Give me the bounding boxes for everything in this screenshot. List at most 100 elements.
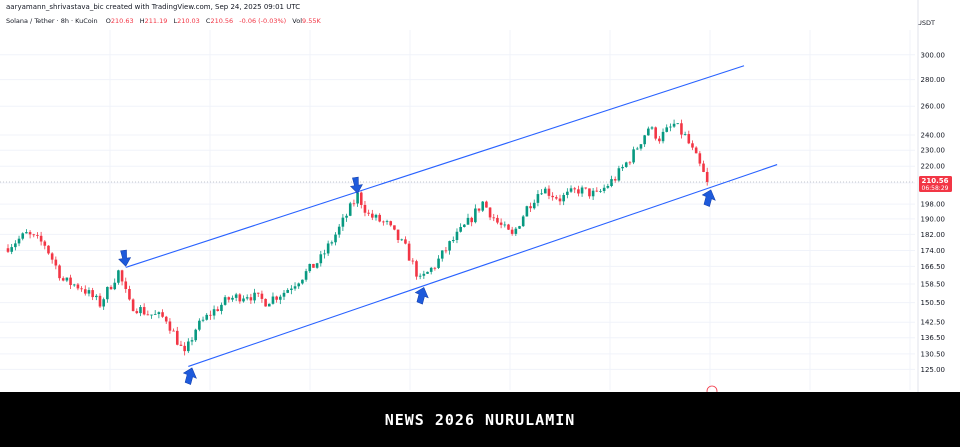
candle-body xyxy=(190,340,194,342)
candle-body xyxy=(599,190,602,192)
candle-body xyxy=(602,187,606,191)
candle-body xyxy=(253,292,256,301)
candle-body xyxy=(312,263,315,268)
candle-body xyxy=(36,235,39,236)
candle-body xyxy=(654,127,657,139)
candle-body xyxy=(341,217,345,227)
candle-body xyxy=(198,320,201,330)
y-tick-label: 190.00 xyxy=(921,215,946,223)
candle-body xyxy=(437,258,440,268)
candle-body xyxy=(150,314,153,316)
currency-label: USDT xyxy=(917,19,935,27)
candle-body xyxy=(591,190,595,197)
candle-body xyxy=(175,330,179,345)
candle-body xyxy=(72,284,76,286)
candle-body xyxy=(474,208,477,223)
candle-body xyxy=(676,123,680,125)
last-price-value: 210.56 xyxy=(921,177,948,185)
candle-body xyxy=(153,314,157,315)
candle-body xyxy=(389,221,393,226)
candle-body xyxy=(337,226,341,235)
candle-body xyxy=(661,131,665,142)
y-tick-label: 130.50 xyxy=(921,350,946,358)
candle-body xyxy=(382,221,385,223)
candle-body xyxy=(632,149,635,163)
candle-body xyxy=(205,314,209,320)
price-chart[interactable]: aaryamann_shrivastava_bic created with T… xyxy=(0,0,960,392)
candle-body xyxy=(422,273,426,276)
candle-body xyxy=(117,270,120,283)
candle-body xyxy=(102,299,105,307)
candle-body xyxy=(374,214,378,218)
candle-body xyxy=(293,286,297,289)
candle-body xyxy=(698,153,702,164)
candle-body xyxy=(319,254,323,264)
candle-body xyxy=(65,277,69,281)
channel-line-lower xyxy=(188,164,778,367)
candle-body xyxy=(264,298,267,307)
candle-body xyxy=(179,344,183,346)
arrow-marker-up xyxy=(701,189,716,207)
candle-body xyxy=(212,309,216,316)
candle-body xyxy=(613,179,617,181)
candle-body xyxy=(256,292,260,294)
candle-body xyxy=(433,267,437,269)
candle-body xyxy=(672,123,676,127)
candle-body xyxy=(80,288,83,290)
candle-body xyxy=(220,304,223,311)
candle-body xyxy=(569,188,573,192)
candle-body xyxy=(400,239,404,241)
candle-body xyxy=(680,123,683,135)
candle-body xyxy=(573,188,577,190)
candle-body xyxy=(639,144,643,149)
y-tick-label: 150.50 xyxy=(921,299,946,307)
y-tick-label: 230.00 xyxy=(921,147,946,155)
candle-body xyxy=(448,241,451,251)
candle-body xyxy=(543,188,547,194)
candle-body xyxy=(142,307,146,315)
y-tick-label: 220.00 xyxy=(921,163,946,171)
chart-svg: 300.00 280.00 260.00 240.00 230.00 220.00 210.… xyxy=(0,0,952,392)
candle-body xyxy=(32,234,36,236)
candle-body xyxy=(194,329,197,341)
arrow-marker-up xyxy=(182,367,197,385)
candle-body xyxy=(610,179,613,186)
volume-value: 9.55K xyxy=(302,17,321,25)
candle-body xyxy=(315,263,319,268)
candle-body xyxy=(58,265,61,279)
candle-body xyxy=(455,231,459,241)
y-tick-label: 300.00 xyxy=(921,51,946,59)
candle-body xyxy=(606,185,610,188)
candle-body xyxy=(61,278,65,281)
candle-body xyxy=(187,341,190,352)
candle-body xyxy=(503,224,507,226)
candle-body xyxy=(21,233,25,239)
candle-body xyxy=(580,187,584,194)
candle-body xyxy=(297,283,301,287)
candle-body xyxy=(231,297,234,300)
candle-body xyxy=(665,127,669,132)
candle-body xyxy=(286,289,289,293)
candle-body xyxy=(485,201,488,208)
candle-body xyxy=(525,206,529,217)
candle-body xyxy=(481,201,485,211)
candle-body xyxy=(451,240,455,242)
candle-body xyxy=(356,192,359,204)
open-value: 210.63 xyxy=(110,17,134,25)
candle-body xyxy=(518,226,521,229)
candle-body xyxy=(393,225,396,230)
y-tick-label: 240.00 xyxy=(921,131,946,139)
y-tick-label: 174.00 xyxy=(921,247,946,255)
candle-body xyxy=(371,213,374,218)
candle-body xyxy=(161,312,164,317)
candle-body xyxy=(415,261,418,277)
candle-body xyxy=(124,281,128,290)
candle-body xyxy=(562,194,565,202)
candle-body xyxy=(14,243,17,248)
symbol-name[interactable]: Solana / Tether · 8h · KuCoin xyxy=(6,17,98,25)
candle-body xyxy=(227,297,231,300)
candle-body xyxy=(617,168,621,181)
candle-body xyxy=(577,189,580,194)
candle-body xyxy=(558,198,562,202)
candle-body xyxy=(6,248,10,252)
